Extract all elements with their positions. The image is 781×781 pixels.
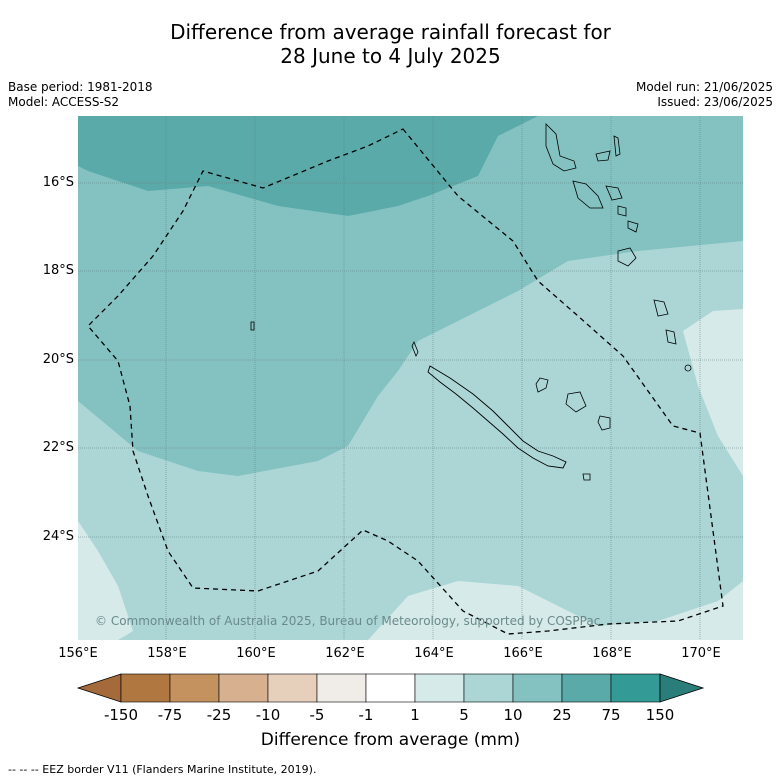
island-lifou (565, 391, 587, 413)
copyright-text: © Commonwealth of Australia 2025, Bureau… (95, 614, 601, 628)
meta-right: Model run: 21/06/2025 Issued: 23/06/2025 (636, 80, 773, 110)
colorbar-tick: -1 (358, 706, 374, 724)
title-line-2: 28 June to 4 July 2025 (280, 44, 501, 68)
colorbar-bin-10 (561, 673, 612, 703)
lon-label-156e: 156°E (58, 646, 98, 661)
island-maewo (613, 135, 621, 157)
region-1-5-east (683, 309, 743, 476)
island-malekula (572, 180, 604, 209)
eez-footnote: -- -- -- EEZ border V11 (Flanders Marine… (8, 763, 317, 776)
lon-label-160e: 160°E (236, 646, 276, 661)
colorbar-tick: 75 (601, 706, 621, 724)
colorbar-tick: 25 (552, 706, 572, 724)
colorbar-extend-low (76, 673, 122, 703)
rainfall-map (78, 116, 743, 640)
island-chesterfield (250, 321, 255, 331)
colorbar-tick: -5 (309, 706, 325, 724)
colorbar-title: Difference from average (mm) (260, 730, 521, 750)
island-belep (411, 341, 419, 357)
issued-text: Issued: 23/06/2025 (657, 95, 773, 109)
island-tanna (653, 299, 669, 317)
colorbar-bin-4 (267, 673, 318, 703)
island-epi (617, 205, 627, 217)
colorbar-bin-2 (169, 673, 220, 703)
colorbar (76, 673, 705, 703)
colorbar-bin-1 (120, 673, 171, 703)
lon-label-164e: 164°E (414, 646, 454, 661)
lon-label-168e: 168°E (592, 646, 632, 661)
eez-border (87, 128, 724, 635)
island-efate (627, 220, 639, 233)
colorbar-bin-7 (414, 673, 465, 703)
island-ambrym (605, 185, 623, 201)
island-ambae (595, 150, 611, 162)
lat-label-20s: 20°S (42, 352, 74, 367)
island-matthew (684, 364, 692, 372)
region-1-5-south (368, 581, 743, 640)
region-5-10 (78, 241, 743, 640)
colorbar-tick: 5 (459, 706, 469, 724)
model-run-text: Model run: 21/06/2025 (635, 80, 773, 94)
region-1-5-southwest (78, 521, 133, 640)
island-erromango (617, 247, 637, 267)
meta-left: Base period: 1981-2018 Model: ACCESS-S2 (8, 80, 153, 110)
lat-label-22s: 22°S (42, 440, 74, 455)
lon-label-166e: 166°E (503, 646, 543, 661)
map-title: Difference from average rainfall forecas… (0, 20, 781, 68)
colorbar-tick: -10 (255, 706, 281, 724)
island-mare (597, 415, 611, 431)
model-text: Model: ACCESS-S2 (8, 95, 120, 109)
colorbar-bin-5 (316, 673, 367, 703)
map-svg (78, 116, 743, 640)
colorbar-tick: -75 (157, 706, 183, 724)
lat-label-16s: 16°S (42, 175, 74, 190)
colorbar-bin-11 (610, 673, 661, 703)
colorbar-bin-6 (365, 673, 416, 703)
island-aneityum (665, 329, 677, 345)
lon-label-162e: 162°E (325, 646, 365, 661)
colorbar-extend-high (659, 673, 705, 703)
colorbar-tick: 1 (410, 706, 420, 724)
island-espiritu-santo (545, 123, 577, 172)
new-caledonia-island (427, 365, 567, 469)
colorbar-bin-9 (512, 673, 563, 703)
colorbar-tick: 150 (645, 706, 675, 724)
island-isle-of-pines (582, 473, 591, 481)
base-period-text: Base period: 1981-2018 (8, 80, 153, 94)
lon-label-170e: 170°E (681, 646, 721, 661)
colorbar-bin-8 (463, 673, 514, 703)
island-ouvea (535, 377, 549, 393)
colorbar-tick: 10 (503, 706, 523, 724)
colorbar-tick: -25 (206, 706, 232, 724)
lat-label-24s: 24°S (42, 529, 74, 544)
region-25-75 (78, 116, 538, 216)
lon-label-158e: 158°E (147, 646, 187, 661)
title-line-1: Difference from average rainfall forecas… (170, 20, 611, 44)
colorbar-bin-3 (218, 673, 269, 703)
graticule (78, 116, 743, 640)
colorbar-tick: -150 (103, 706, 139, 724)
lat-label-18s: 18°S (42, 263, 74, 278)
